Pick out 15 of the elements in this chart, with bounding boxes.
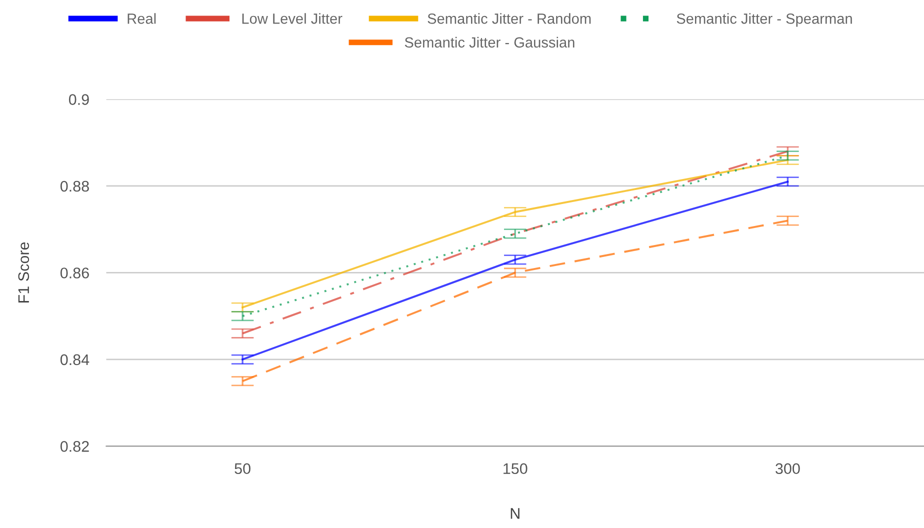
legend-label: Real (128, 13, 156, 24)
y-axis-title: F1 Score (18, 242, 30, 302)
legend-label: Semantic Jitter - Spearman (676, 13, 852, 27)
x-tick-label: 300 (776, 463, 800, 474)
x-tick-label: 150 (504, 463, 528, 474)
legend-label: Low Level Jitter (242, 13, 342, 24)
x-axis-title: N (510, 508, 520, 519)
y-tick-label: 0.86 (60, 268, 89, 278)
legend-label: Semantic Jitter - Random (428, 13, 591, 24)
x-tick-label: 50 (234, 463, 250, 474)
y-tick-label: 0.88 (60, 180, 89, 192)
y-tick-label: 0.9 (68, 94, 89, 105)
y-tick-label: 0.84 (60, 354, 90, 366)
legend-label: Semantic Jitter - Gaussian (404, 36, 574, 48)
y-tick-label: 0.82 (60, 441, 89, 452)
